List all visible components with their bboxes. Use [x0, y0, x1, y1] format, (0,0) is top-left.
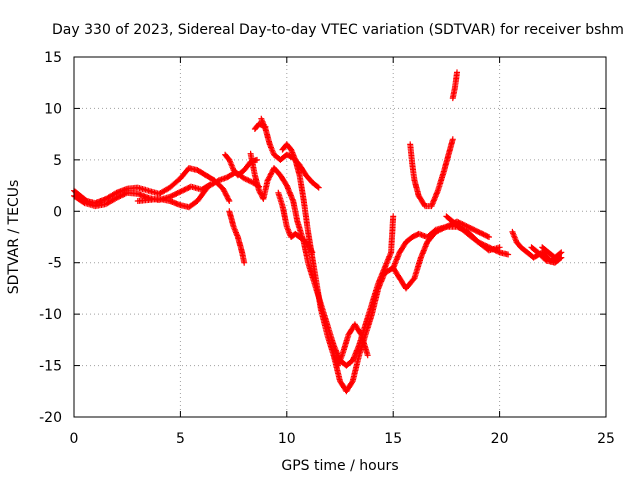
- y-tick-label: 5: [53, 153, 62, 169]
- y-tick-label: 10: [44, 101, 62, 117]
- y-tick-label: -15: [39, 359, 62, 375]
- x-tick-label: 5: [176, 431, 185, 447]
- series-markers: [226, 208, 248, 266]
- series-markers: [275, 189, 316, 256]
- plot-frame: [73, 56, 607, 418]
- series-arc-13: [407, 136, 456, 210]
- y-tick-label: 15: [44, 50, 62, 66]
- series-markers: [539, 244, 565, 261]
- x-tick-label: 25: [597, 431, 615, 447]
- grid: [74, 57, 606, 417]
- data-points: [71, 69, 565, 395]
- x-tick-label: 0: [70, 431, 79, 447]
- x-axis-label: GPS time / hours: [281, 458, 398, 474]
- series-arc-8: [247, 150, 397, 369]
- series-arc-17: [528, 244, 565, 266]
- series-markers: [528, 244, 565, 266]
- y-tick-label: 0: [53, 204, 62, 220]
- y-axis-label: SDTVAR / TECUs: [6, 180, 22, 295]
- series-arc-18: [539, 244, 565, 261]
- y-axis-ticks: -20 -15 -10 -5 0 5 10 15: [39, 50, 606, 426]
- series-arc-15: [443, 213, 503, 254]
- y-tick-label: -5: [48, 256, 62, 272]
- x-tick-label: 15: [384, 431, 402, 447]
- y-tick-label: -10: [39, 307, 62, 323]
- series-markers: [330, 321, 371, 369]
- series-arc-5: [226, 208, 248, 266]
- series-arc-14: [449, 69, 460, 102]
- series-markers: [449, 69, 460, 102]
- x-tick-label: 20: [491, 431, 509, 447]
- series-markers: [247, 150, 397, 369]
- series-arc-11: [330, 321, 371, 369]
- series-markers: [407, 136, 456, 210]
- y-tick-label: -20: [39, 410, 62, 426]
- x-axis-ticks: 0 5 10 15 20 25: [70, 57, 615, 447]
- series-arc-10: [275, 189, 316, 256]
- x-tick-label: 10: [278, 431, 296, 447]
- series-markers: [443, 213, 503, 254]
- chart-title: Day 330 of 2023, Sidereal Day-to-day VTE…: [52, 22, 624, 38]
